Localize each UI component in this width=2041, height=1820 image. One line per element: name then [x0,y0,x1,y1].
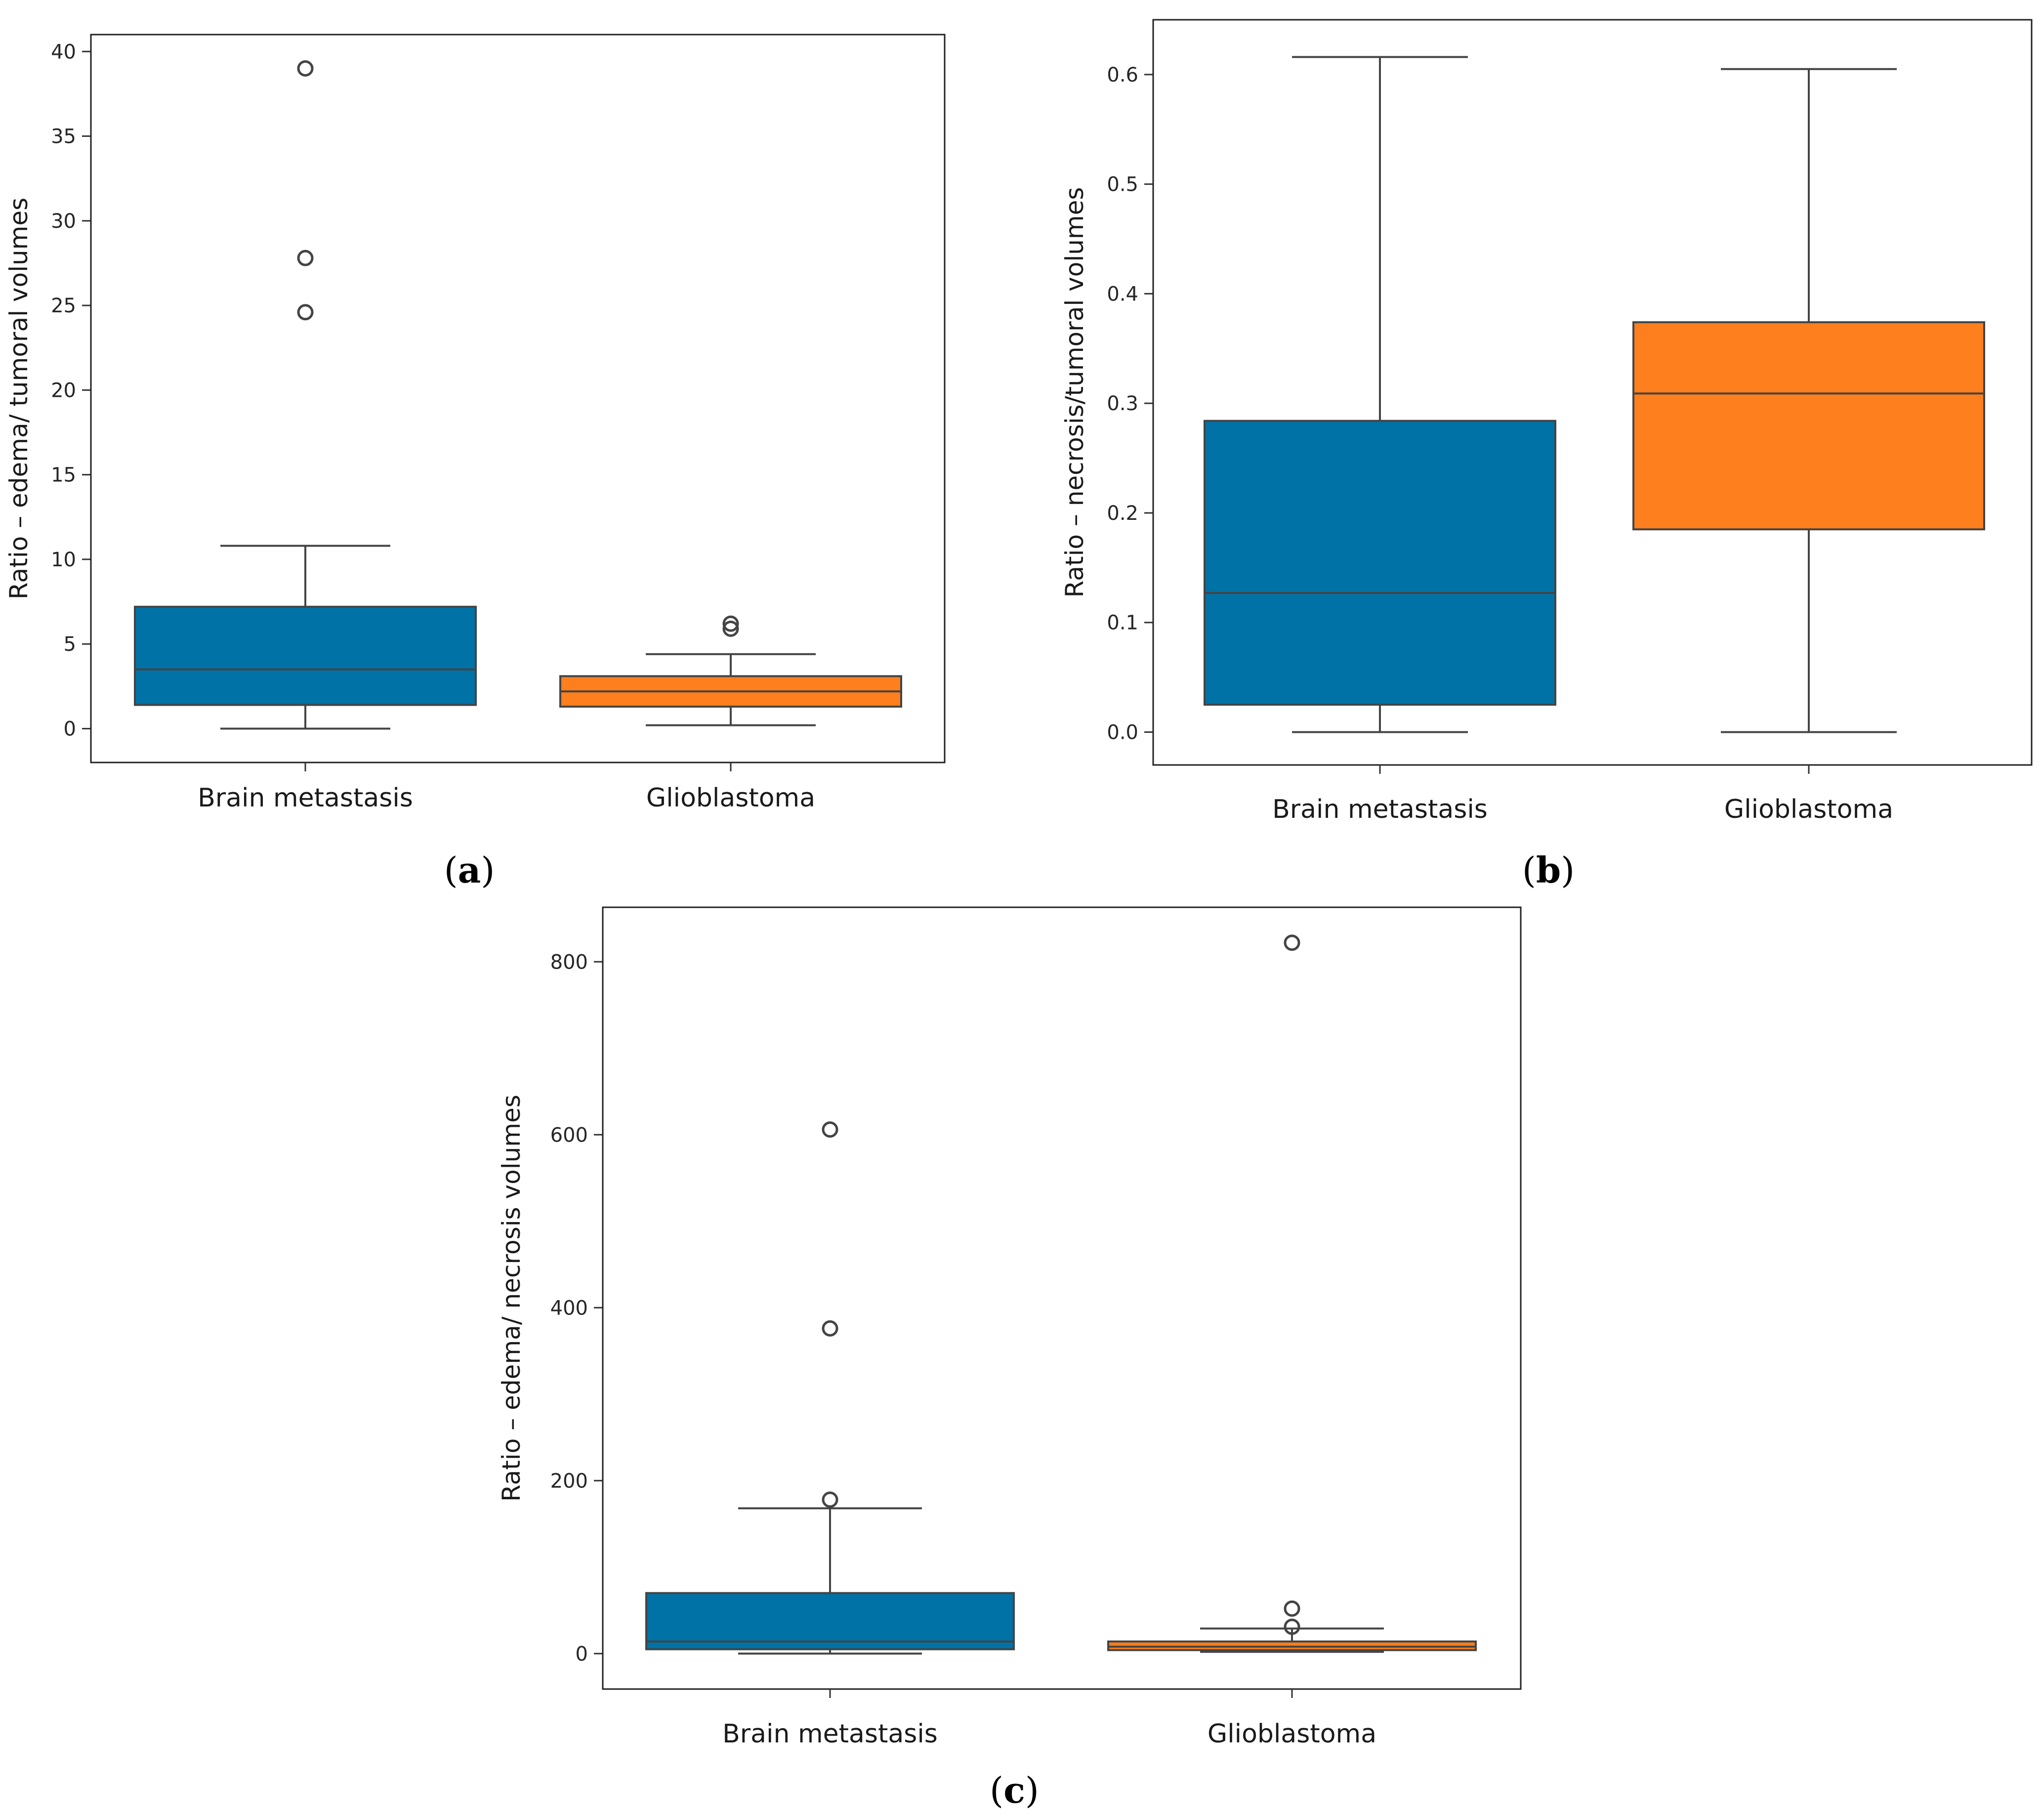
y-tick-label: 0.1 [1107,612,1138,635]
y-tick-label: 0.4 [1107,283,1138,305]
y-tick-label: 0 [576,1643,588,1665]
y-axis-label: Ratio – necrosis/tumoral volumes [1060,187,1089,598]
box-iqr [1632,321,1985,531]
y-tick-label: 0.0 [1107,721,1138,744]
outlier-point [822,1491,838,1508]
y-tick-label: 25 [51,295,76,317]
outlier-point [297,250,314,266]
x-category-label: Glioblastoma [646,783,815,813]
y-tick-label: 200 [550,1470,588,1492]
box-brain-metastasis [134,60,477,730]
y-axis-label: Ratio – edema/ necrosis volumes [497,1095,526,1502]
outlier-point [722,620,739,637]
x-category-label: Glioblastoma [1724,795,1893,824]
y-tick-label: 0.3 [1107,392,1138,415]
y-tick-label: 5 [64,633,76,656]
chart-panel-a: 0 5 10 15 20 25 30 35 40 Brain metastasis Glioblas… [4,34,946,891]
panel-label-b: (b) [1522,849,1575,891]
outlier-point [1284,1600,1300,1617]
box-glioblastoma [559,615,902,726]
y-tick-label: 800 [550,951,588,973]
box-iqr [645,1592,1015,1651]
y-axis-label: Ratio – edema/ tumoral volumes [4,198,33,599]
y-tick-label: 20 [51,379,76,402]
plot-frame [602,906,1522,1690]
box-brain-metastasis [645,1121,1015,1655]
y-tick-label: 35 [51,126,76,148]
chart-panel-b: 0.0 0.1 0.2 0.3 0.4 0.5 0.6 Brain metastasis Gli… [1060,19,2033,891]
y-tick-label: 600 [550,1124,588,1146]
outlier-point [297,60,314,77]
plot-frame [1152,19,2033,766]
outlier-point [822,1121,838,1138]
box-glioblastoma [1107,934,1477,1653]
y-tick-label: 40 [51,41,76,63]
chart-panel-c: 0 200 400 600 800 Brain metastasis Glioblastom… [497,906,1522,1811]
outlier-point [822,1320,838,1337]
panel-label-a: (a) [444,849,495,891]
y-tick-label: 15 [51,464,76,487]
box-iqr [1204,420,1556,706]
outlier-point [1284,1618,1300,1635]
x-category-label: Glioblastoma [1208,1719,1376,1749]
y-tick-label: 0.6 [1107,64,1138,86]
outlier-point [722,615,739,632]
outlier-point [297,304,314,321]
box-brain-metastasis [1204,56,1556,733]
x-category-label: Brain metastasis [1272,795,1488,824]
box-iqr [134,605,477,706]
x-category-label: Brain metastasis [198,783,413,813]
x-category-label: Brain metastasis [722,1719,938,1749]
y-tick-label: 10 [51,549,76,571]
y-tick-label: 0.5 [1107,173,1138,196]
y-tick-label: 400 [550,1297,588,1319]
panel-label-c: (c) [990,1769,1039,1811]
plot-frame [90,34,946,763]
y-tick-label: 0.2 [1107,502,1138,525]
y-tick-label: 0 [64,718,76,740]
outlier-point [1284,934,1300,951]
y-tick-label: 30 [51,210,76,233]
box-glioblastoma [1632,68,1985,733]
